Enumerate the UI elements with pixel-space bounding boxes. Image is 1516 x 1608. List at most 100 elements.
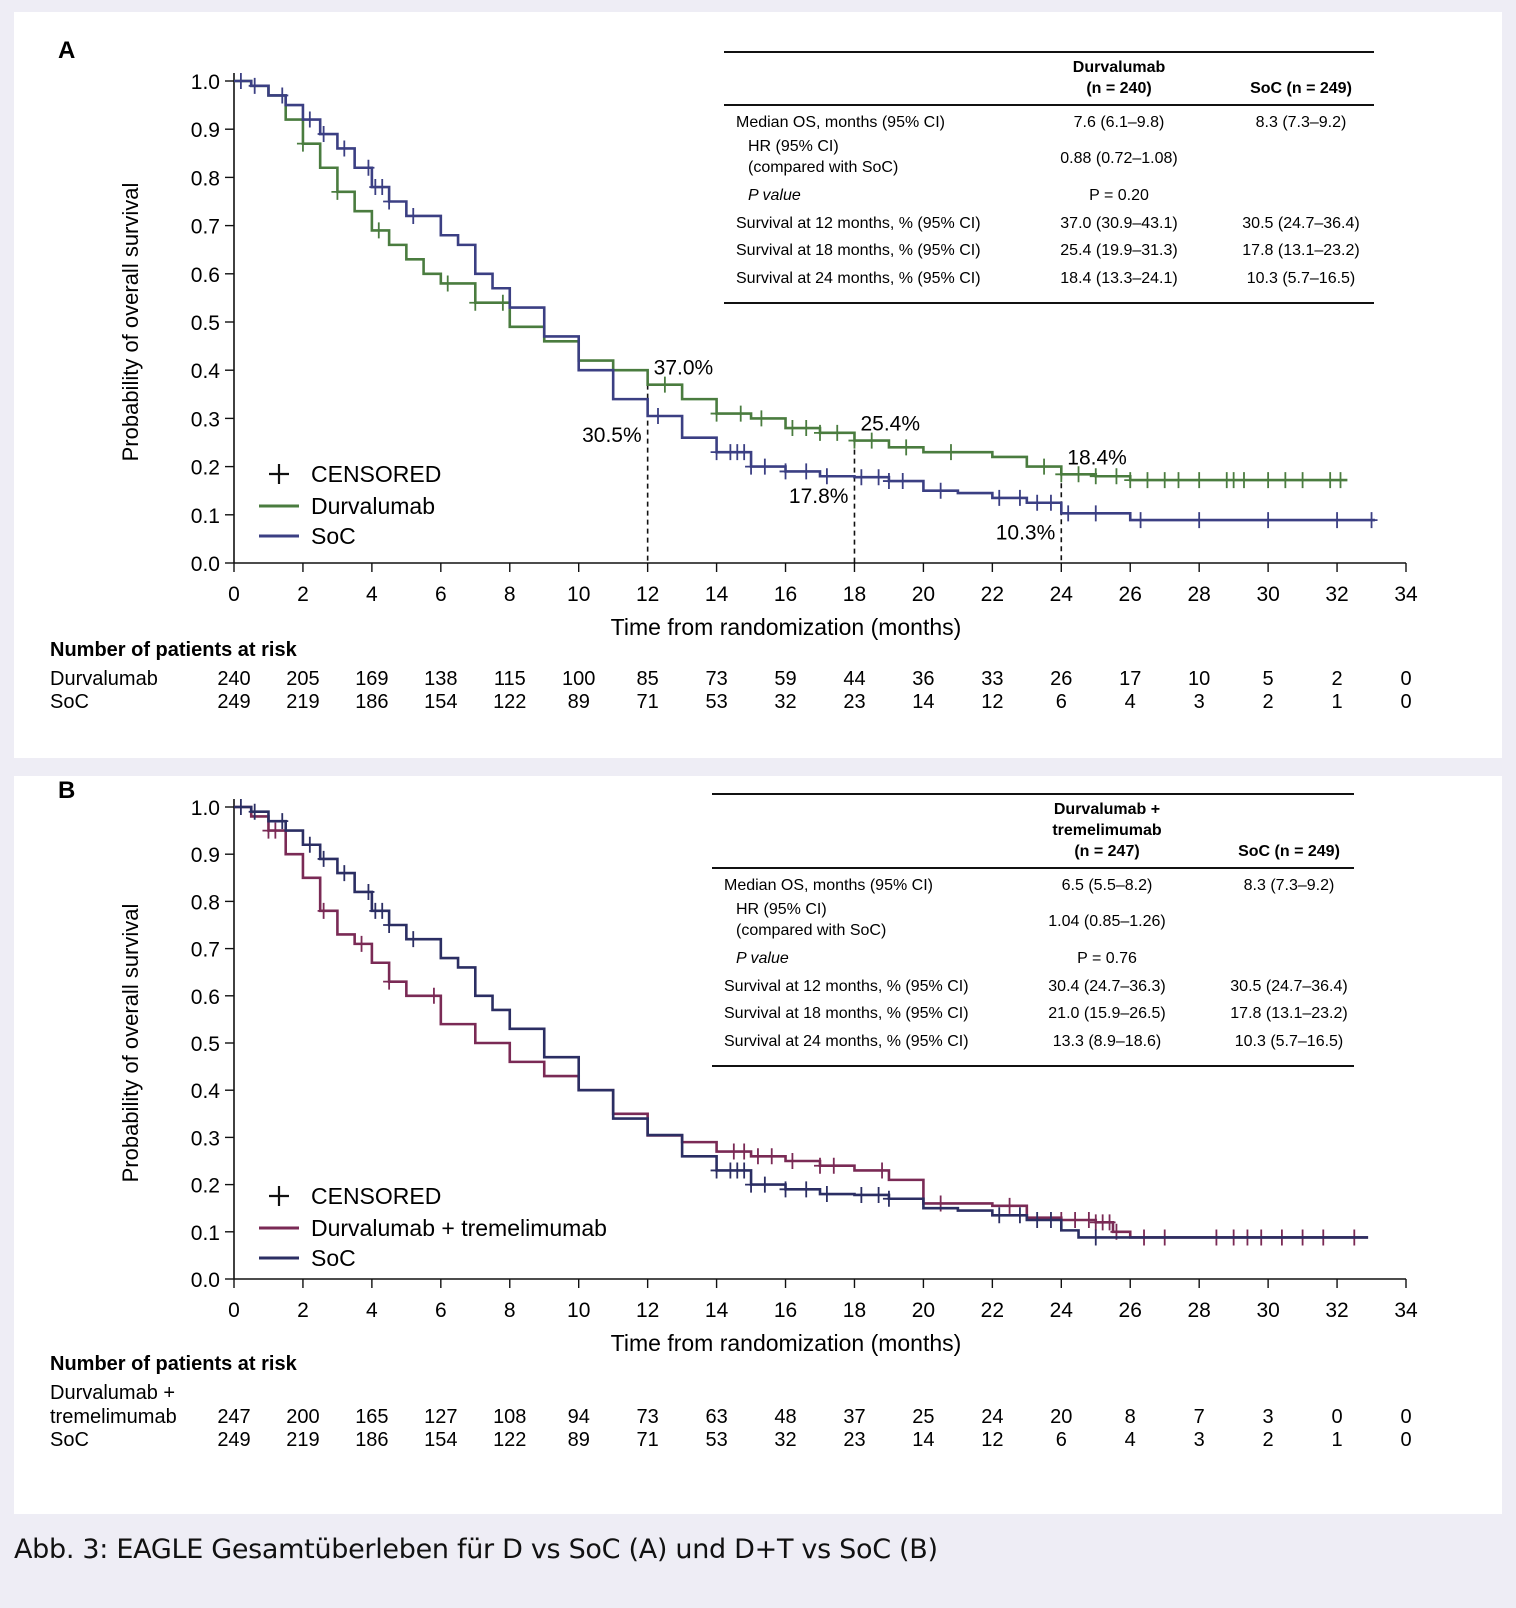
risk-value: 12 (981, 691, 1003, 713)
x-tick-label: 18 (843, 1299, 866, 1322)
censor-mark (896, 473, 909, 490)
x-tick-label: 34 (1394, 1299, 1418, 1322)
risk-value: 14 (912, 691, 934, 713)
censor-mark (276, 87, 289, 104)
censor-mark (814, 1157, 826, 1174)
table-cell: 30.5 (24.7–36.4) (1242, 215, 1359, 232)
censor-mark (738, 444, 751, 461)
table-cell: 30.5 (24.7–36.4) (1230, 978, 1347, 995)
censor-mark (1089, 1229, 1102, 1246)
y-tick-label: 0.4 (191, 1080, 221, 1103)
x-tick-label: 4 (366, 583, 378, 606)
censor-mark (441, 275, 454, 292)
censor-mark (376, 902, 389, 919)
table-cell: 17.8 (13.1–23.2) (1242, 242, 1359, 259)
censor-mark (1324, 472, 1337, 489)
censor-mark (800, 1181, 813, 1198)
risk-value: 154 (424, 691, 457, 713)
censor-mark (248, 77, 261, 94)
y-tick-label: 0.2 (191, 1175, 220, 1198)
risk-value: 138 (424, 668, 457, 690)
y-tick-label: 0.0 (191, 1269, 220, 1292)
x-tick-label: 24 (1050, 1299, 1074, 1322)
censor-mark (317, 126, 330, 143)
censor-mark (1279, 472, 1292, 489)
risk-value: 23 (843, 1429, 865, 1451)
risk-value: 24 (981, 1406, 1003, 1428)
censor-mark (755, 410, 768, 427)
censor-mark (779, 1181, 792, 1198)
risk-value: 247 (217, 1406, 250, 1428)
censor-mark (234, 73, 247, 89)
table-col1-header: Durvalumab (1073, 59, 1166, 76)
risk-value: 7 (1194, 1406, 1205, 1428)
table-col1-header: Durvalumab + (1054, 801, 1160, 818)
censor-mark (1031, 494, 1044, 511)
risk-value: 26 (1050, 668, 1072, 690)
risk-value: 2 (1263, 1429, 1274, 1451)
censor-mark (234, 799, 247, 815)
risk-value: 36 (912, 668, 934, 690)
risk-value: 2 (1263, 691, 1274, 713)
censor-mark (1237, 472, 1250, 489)
table-cell: 13.3 (8.9–18.6) (1053, 1033, 1162, 1050)
censor-mark (1069, 1212, 1082, 1228)
legend-label: Durvalumab + tremelimumab (311, 1215, 607, 1241)
risk-value: 0 (1400, 1429, 1411, 1451)
censor-mark (872, 1186, 885, 1203)
risk-value: 219 (286, 1429, 319, 1451)
censor-mark (276, 813, 289, 830)
legend-censored-icon (269, 1186, 289, 1206)
x-tick-label: 8 (504, 583, 516, 606)
risk-value: 154 (424, 1429, 457, 1451)
censor-mark (427, 987, 440, 1004)
censor-mark (944, 444, 957, 461)
risk-value: 127 (424, 1406, 457, 1428)
x-tick-label: 26 (1119, 583, 1142, 606)
censor-mark (738, 1143, 751, 1160)
censor-mark (855, 1186, 868, 1203)
censor-mark (1013, 489, 1026, 506)
table-row-label: (compared with SoC) (748, 159, 898, 176)
censor-mark (303, 836, 316, 853)
y-tick-label: 0.0 (191, 553, 220, 576)
risk-value: 3 (1194, 691, 1205, 713)
x-tick-label: 34 (1394, 583, 1418, 606)
y-tick-label: 0.1 (191, 1222, 220, 1245)
y-axis-label: Probability of overall survival (118, 904, 143, 1183)
censor-mark (882, 473, 895, 490)
x-axis-label: Time from randomization (months) (611, 614, 962, 640)
table-cell: 18.4 (13.3–24.1) (1060, 270, 1177, 287)
risk-value: 48 (774, 1406, 796, 1428)
risk-row-label: SoC (50, 691, 89, 713)
table-row-label: HR (95% CI) (748, 138, 839, 155)
censor-mark (317, 902, 330, 919)
risk-value: 0 (1400, 1406, 1411, 1428)
censor-mark (786, 420, 799, 437)
censor-mark (876, 1162, 889, 1179)
censor-mark (1082, 1212, 1095, 1228)
censor-mark (710, 444, 723, 461)
censor-mark (372, 222, 385, 239)
table-row-label: P value (748, 187, 801, 204)
risk-value: 6 (1056, 1429, 1067, 1451)
risk-row-label: SoC (50, 1429, 89, 1451)
legend-label: Durvalumab (311, 493, 435, 519)
censor-mark (1031, 1212, 1044, 1228)
risk-value: 44 (843, 668, 865, 690)
risk-value: 37 (843, 1406, 865, 1428)
annotation-label: 18.4% (1067, 446, 1127, 469)
censor-mark (1262, 472, 1275, 489)
table-cell: 17.8 (13.1–23.2) (1230, 1005, 1347, 1022)
y-tick-label: 0.6 (191, 264, 220, 287)
censor-mark (1089, 505, 1102, 522)
censor-mark (800, 420, 813, 437)
series-line-2 (234, 79, 1375, 522)
x-tick-label: 8 (504, 1299, 516, 1322)
x-tick-label: 14 (705, 1299, 729, 1322)
censor-mark (376, 179, 389, 196)
series-line-2 (234, 805, 1369, 1239)
table-col1-header: tremelimumab (1052, 822, 1162, 839)
risk-row-label: Durvalumab + (50, 1382, 175, 1404)
censor-mark (900, 439, 913, 456)
